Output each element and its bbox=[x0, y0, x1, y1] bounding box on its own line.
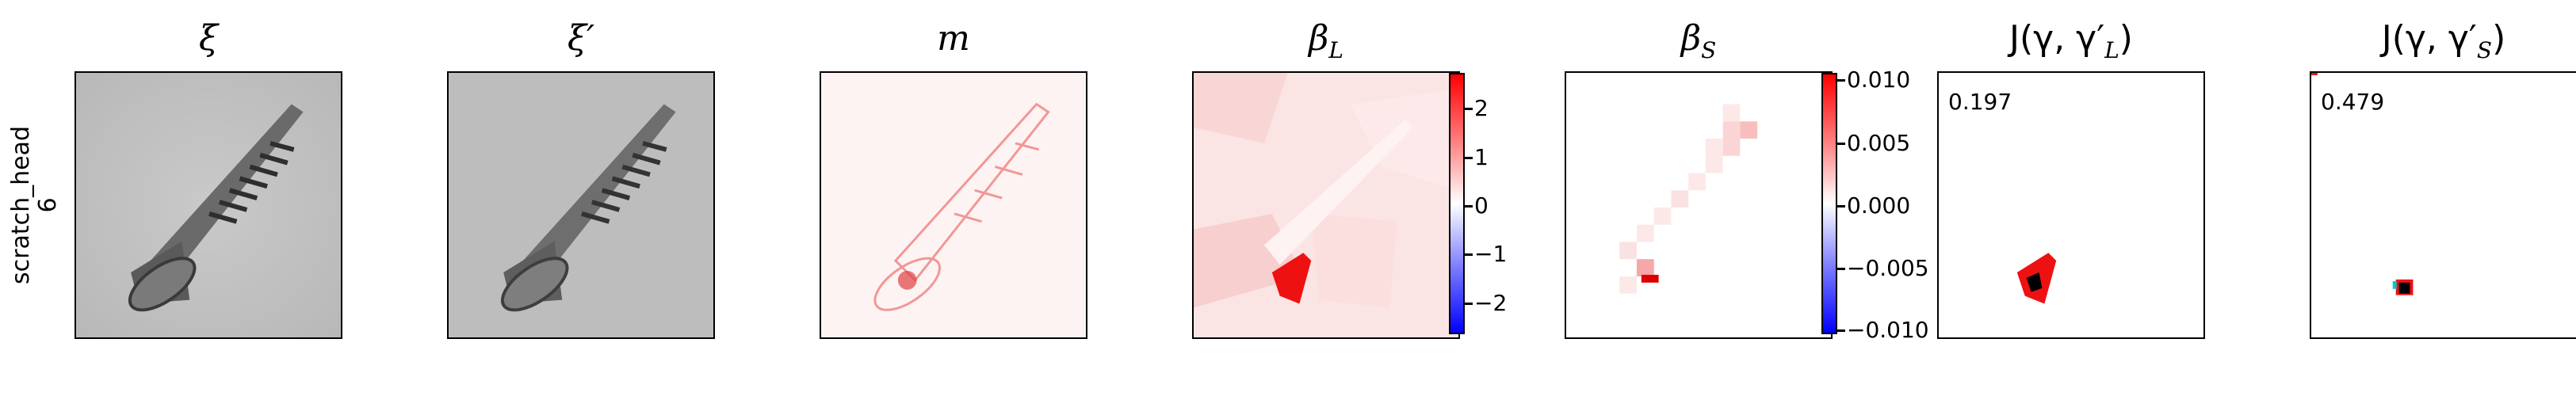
title-xi-prime: ξ′ bbox=[567, 18, 595, 59]
overlap-patch bbox=[2398, 282, 2410, 294]
colorbar-beta-L-tick: 2 bbox=[1474, 95, 1489, 121]
colorbar-beta-L-tick: −1 bbox=[1474, 241, 1508, 267]
panel-beta-L-map bbox=[1192, 71, 1460, 339]
panel-xi-prime-image bbox=[447, 71, 715, 339]
colorbar-beta-S-tick: 0.005 bbox=[1847, 130, 1911, 156]
colorbar-beta-L-tick: 0 bbox=[1474, 192, 1489, 219]
jaccard-score-L: 0.197 bbox=[1948, 89, 2012, 115]
title-J-L: J(γ, γ′L) bbox=[2009, 18, 2133, 63]
colorbar-beta-S bbox=[1821, 73, 1837, 334]
panel-m-map bbox=[820, 71, 1087, 339]
panel-J-L-map bbox=[1937, 71, 2205, 339]
title-xi: ξ bbox=[198, 18, 219, 59]
overlap-region bbox=[2026, 272, 2043, 292]
panel-xi-image bbox=[75, 71, 342, 339]
superpixel-regions bbox=[1194, 73, 1458, 308]
screw-image-augmented bbox=[500, 104, 676, 312]
row-label: scratch_head 6 bbox=[0, 71, 63, 339]
colorbar-beta-L-tick: −2 bbox=[1474, 290, 1508, 316]
title-beta-S: βS bbox=[1680, 18, 1717, 63]
colorbar-beta-L bbox=[1449, 73, 1465, 334]
colorbar-beta-S-tick: 0.010 bbox=[1847, 67, 1911, 93]
panel-beta-S-map bbox=[1565, 71, 1833, 339]
colorbar-beta-S-tick: 0.000 bbox=[1847, 192, 1911, 219]
patch-grid bbox=[1619, 104, 1758, 294]
colorbar-beta-S-tick: −0.010 bbox=[1847, 317, 1929, 343]
jaccard-score-S: 0.479 bbox=[2321, 89, 2385, 115]
anomaly-region bbox=[1271, 253, 1312, 304]
screw-image bbox=[128, 104, 304, 312]
colorbar-beta-S-tick: −0.005 bbox=[1847, 255, 1929, 281]
row-label-category: scratch_head bbox=[7, 126, 35, 284]
title-beta-L: βL bbox=[1308, 18, 1344, 63]
colorbar-beta-L-tick: 1 bbox=[1474, 144, 1489, 170]
anomaly-patch bbox=[1641, 274, 1659, 283]
panel-J-S-map bbox=[2310, 71, 2576, 339]
title-J-S: J(γ, γ′S) bbox=[2381, 18, 2506, 63]
title-m: m bbox=[937, 18, 970, 59]
row-label-index: 6 bbox=[34, 197, 62, 212]
